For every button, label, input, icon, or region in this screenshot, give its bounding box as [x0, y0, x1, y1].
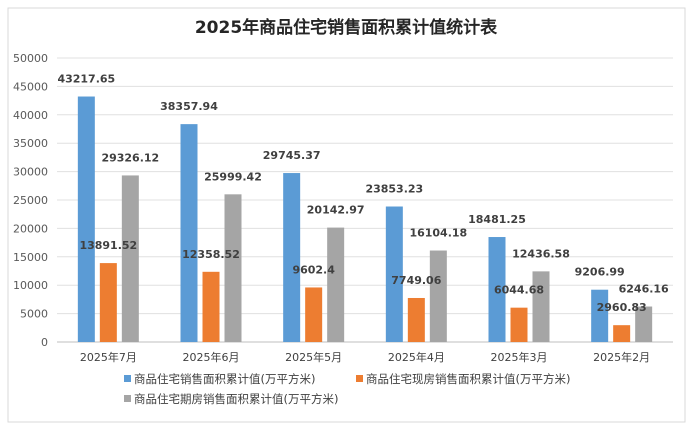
y-tick-label: 15000 [13, 251, 48, 264]
bar-existing [305, 287, 323, 342]
data-label: 16104.18 [409, 227, 467, 240]
data-label: 18481.25 [468, 213, 526, 226]
data-label: 7749.06 [391, 274, 441, 287]
y-tick-label: 30000 [13, 166, 48, 179]
x-tick-label: 2025年7月 [80, 350, 137, 364]
x-tick-label: 2025年3月 [491, 350, 548, 364]
bar-presale [121, 175, 139, 342]
bar-existing [613, 325, 631, 342]
data-label: 13891.52 [79, 239, 137, 252]
bar-total [488, 237, 506, 342]
y-tick-label: 20000 [13, 222, 48, 235]
data-label: 12436.58 [512, 247, 570, 260]
legend-swatch [124, 395, 131, 402]
legend-swatch [124, 375, 131, 382]
bar-presale [635, 306, 653, 342]
x-tick-label: 2025年4月 [388, 350, 445, 364]
y-tick-label: 45000 [13, 80, 48, 93]
bar-presale [532, 271, 550, 342]
legend-label: 商品住宅期房销售面积累计值(万平方米) [134, 392, 338, 406]
data-label: 9602.4 [292, 263, 335, 276]
y-tick-label: 35000 [13, 137, 48, 150]
bar-presale [224, 194, 242, 342]
legend-label: 商品住宅现房销售面积累计值(万平方米) [366, 372, 570, 386]
bar-total [77, 96, 95, 343]
y-tick-label: 40000 [13, 109, 48, 122]
y-tick-label: 5000 [20, 308, 48, 321]
bar-total [591, 289, 609, 342]
bar-total [283, 173, 301, 342]
y-tick-label: 50000 [13, 52, 48, 65]
data-label: 9206.99 [575, 266, 625, 279]
chart-border [7, 7, 686, 423]
data-label: 43217.65 [57, 73, 115, 86]
data-label: 29745.37 [263, 149, 321, 162]
x-tick-label: 2025年6月 [183, 350, 240, 364]
legend-swatch [356, 375, 363, 382]
bar-existing [407, 297, 425, 342]
x-tick-label: 2025年2月 [593, 350, 650, 364]
bar-presale [429, 250, 447, 342]
bar-presale [327, 227, 345, 342]
data-label: 23853.23 [365, 183, 423, 196]
data-label: 29326.12 [101, 151, 159, 164]
data-label: 6044.68 [494, 284, 544, 297]
bar-existing [99, 263, 117, 342]
y-tick-label: 0 [41, 336, 48, 349]
bar-total [385, 206, 403, 342]
bar-total [180, 124, 198, 343]
data-label: 38357.94 [160, 100, 218, 113]
data-label: 6246.16 [619, 283, 669, 296]
data-label: 12358.52 [182, 248, 240, 261]
legend-label: 商品住宅销售面积累计值(万平方米) [134, 372, 315, 386]
bar-existing [510, 307, 528, 342]
y-tick-label: 25000 [13, 194, 48, 207]
bar-existing [202, 271, 220, 342]
data-label: 2960.83 [597, 301, 647, 314]
x-tick-label: 2025年5月 [285, 350, 342, 364]
data-label: 25999.42 [204, 170, 262, 183]
data-label: 20142.97 [307, 204, 365, 217]
y-tick-label: 10000 [13, 279, 48, 292]
chart-title: 2025年商品住宅销售面积累计值统计表 [195, 17, 498, 38]
